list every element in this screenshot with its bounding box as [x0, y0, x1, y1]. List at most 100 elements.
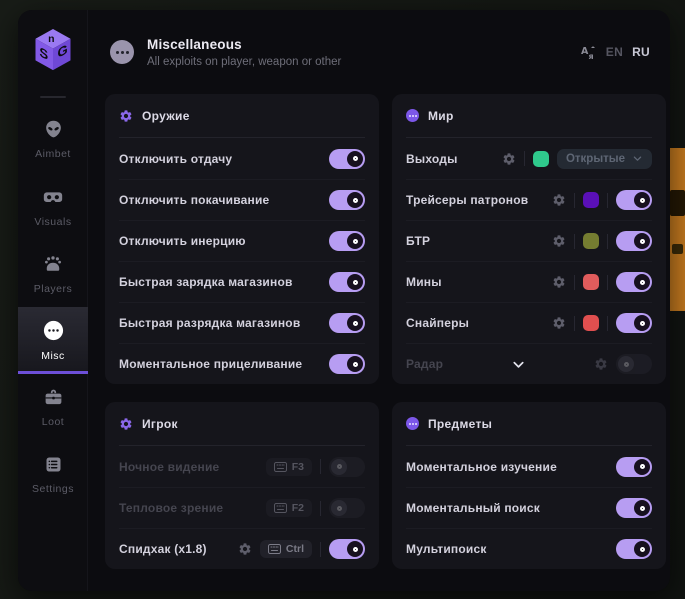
page-header: Miscellaneous All exploits on player, we…: [88, 10, 670, 94]
panel-rows: Ночное видение F3 Тепловое зрение F2 Спидхак…: [119, 446, 365, 569]
toggle-knob: [634, 192, 650, 208]
divider: [607, 315, 608, 331]
toggle-switch[interactable]: [329, 272, 365, 292]
toggle-switch[interactable]: [616, 272, 652, 292]
list-icon: [43, 454, 64, 475]
setting-row: Трейсеры патронов: [406, 179, 652, 220]
divider: [607, 192, 608, 208]
toggle-switch[interactable]: [616, 190, 652, 210]
panel-rows: Моментальное изучение Моментальный поиск М…: [406, 446, 652, 569]
language-ru[interactable]: RU: [632, 45, 650, 59]
toggle-switch[interactable]: [329, 190, 365, 210]
panel-header: Предметы: [406, 402, 652, 446]
row-controls: [616, 456, 652, 477]
sidebar-item-loot[interactable]: Loot: [18, 374, 88, 441]
ellipsis-icon: [42, 319, 65, 342]
setting-label: Мины: [406, 275, 442, 289]
app-logo-icon: S G n: [32, 27, 74, 78]
setting-row: Тепловое зрение F2: [119, 487, 365, 528]
setting-label: Быстрая зарядка магазинов: [119, 275, 293, 289]
toggle-switch[interactable]: [329, 231, 365, 251]
row-controls: F3: [265, 456, 365, 477]
toggle-switch[interactable]: [329, 539, 365, 559]
setting-row: Быстрая зарядка магазинов: [119, 261, 365, 302]
panel-title: Игрок: [142, 416, 178, 431]
color-swatch[interactable]: [583, 315, 599, 331]
page-subtitle: All exploits on player, weapon or other: [147, 55, 342, 68]
toggle-switch[interactable]: [329, 354, 365, 374]
sidebar-item-label: Players: [33, 282, 73, 295]
toggle-switch[interactable]: [616, 539, 652, 559]
toggle-switch[interactable]: [616, 498, 652, 518]
sidebar-item-visuals[interactable]: Visuals: [18, 173, 88, 240]
panel-header: Игрок: [119, 402, 365, 446]
hotkey-badge[interactable]: Ctrl: [259, 540, 312, 558]
sidebar-item-label: Visuals: [34, 215, 72, 228]
gear-icon[interactable]: [552, 316, 566, 330]
panel-rows: Отключить отдачу Отключить покачивание Отк…: [119, 138, 365, 384]
toggle-switch[interactable]: [329, 498, 365, 518]
row-controls: [552, 313, 652, 333]
sidebar-item-label: Aimbet: [35, 148, 71, 160]
gear-icon: [119, 109, 133, 123]
toggle-switch[interactable]: [616, 313, 652, 333]
divider: [523, 151, 525, 166]
dropdown-select[interactable]: Открытые: [556, 148, 652, 169]
row-controls: [552, 231, 652, 251]
gear-icon[interactable]: [552, 234, 566, 248]
toggle-knob: [347, 541, 363, 557]
panel-title: Мир: [428, 108, 454, 123]
toggle-switch[interactable]: [616, 456, 652, 477]
hotkey-badge[interactable]: F2: [265, 499, 312, 517]
row-controls: [329, 313, 365, 333]
sidebar-item-settings[interactable]: Settings: [18, 441, 88, 508]
color-swatch[interactable]: [583, 274, 599, 290]
sidebar-item-label: Misc: [41, 350, 65, 362]
setting-row: Снайперы: [406, 302, 652, 343]
divider: [320, 500, 321, 516]
gear-icon[interactable]: [552, 275, 566, 289]
gear-icon[interactable]: [238, 542, 252, 556]
toggle-switch[interactable]: [329, 456, 365, 477]
sidebar-item-aimbet[interactable]: Aimbet: [18, 106, 88, 173]
svg-text:S: S: [39, 44, 48, 63]
sidebar: S G n Aimbet Visuals Players Misc Loot S…: [18, 10, 88, 591]
row-controls: Ctrl: [238, 539, 365, 559]
setting-row: Мультипоиск: [406, 528, 652, 569]
color-swatch[interactable]: [532, 150, 549, 167]
svg-text:n: n: [48, 33, 54, 45]
row-controls: [329, 272, 365, 292]
chevron-down-icon[interactable]: [511, 357, 526, 372]
panel-header: Оружие: [119, 94, 365, 138]
sidebar-item-label: Loot: [41, 416, 65, 428]
gear-icon[interactable]: [502, 152, 516, 166]
toggle-knob: [634, 233, 650, 249]
setting-row: Выходы Открытые: [406, 138, 652, 179]
gear-icon[interactable]: [552, 193, 566, 207]
toggle-switch[interactable]: [616, 231, 652, 251]
divider: [574, 192, 575, 208]
setting-label: Трейсеры патронов: [406, 193, 529, 207]
sidebar-item-players[interactable]: Players: [18, 240, 88, 307]
color-swatch[interactable]: [583, 233, 599, 249]
svg-text:G: G: [57, 41, 67, 61]
setting-row: Мины: [406, 261, 652, 302]
hotkey-label: Ctrl: [285, 543, 304, 555]
setting-row: Моментальное прицеливание: [119, 343, 365, 384]
hotkey-badge[interactable]: F3: [265, 457, 312, 476]
gear-icon[interactable]: [594, 357, 608, 371]
toggle-switch[interactable]: [329, 148, 365, 169]
dropdown-value: Открытые: [565, 152, 625, 165]
divider: [574, 315, 575, 331]
toggle-switch[interactable]: [616, 354, 652, 374]
color-swatch[interactable]: [583, 192, 599, 208]
sidebar-item-misc[interactable]: Misc: [18, 307, 88, 374]
panel-title: Оружие: [142, 108, 190, 123]
vr-goggles-icon: [42, 186, 64, 208]
row-controls: [329, 148, 365, 169]
toggle-switch[interactable]: [329, 313, 365, 333]
main-area: Miscellaneous All exploits on player, we…: [88, 10, 670, 591]
page-ellipsis-icon: [110, 40, 134, 64]
language-en[interactable]: EN: [605, 45, 624, 59]
ellipsis-badge-icon: [406, 417, 419, 430]
